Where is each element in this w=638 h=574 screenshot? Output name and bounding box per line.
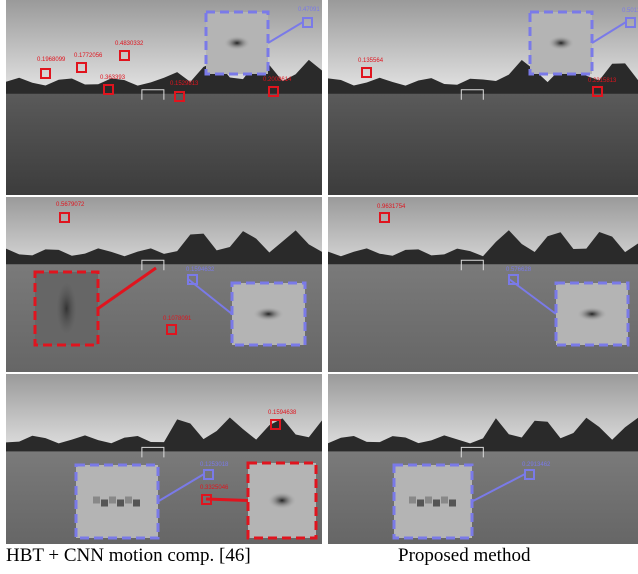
inset-content — [441, 497, 448, 504]
detection-score: 0.5011 — [622, 8, 638, 14]
detection-score: 0.2913462 — [522, 462, 551, 468]
inset-content — [409, 497, 416, 504]
detection-score: 0.135564 — [358, 58, 384, 64]
inset-content — [576, 307, 608, 322]
detection-score: 0.576628 — [506, 267, 532, 273]
inset-content — [101, 500, 108, 507]
inset-content — [93, 497, 100, 504]
figure: 0.1968099 0.1772056 0.4830332 0.363393 0.152… — [0, 0, 638, 574]
inset-content — [267, 492, 297, 510]
detection-score: 0.363393 — [100, 75, 126, 81]
detection-score: 0.9631754 — [377, 204, 406, 210]
inset-content — [417, 500, 424, 507]
detection-score: 0.5679072 — [56, 202, 85, 208]
connector — [206, 499, 248, 501]
caption: HBT + CNN motion comp. [46] — [6, 545, 251, 567]
inset-content — [223, 36, 250, 51]
detection-score: 0.3325046 — [200, 485, 229, 491]
detection-score: 0.2008614 — [263, 77, 292, 83]
inset-content — [547, 36, 574, 51]
inset-content — [57, 283, 77, 335]
field — [328, 94, 638, 195]
detection-score: 0.1594638 — [268, 410, 297, 416]
detection-score: 0.1529813 — [170, 81, 199, 87]
detection-score: 0.1772056 — [74, 53, 103, 59]
detection-score: 0.1968099 — [37, 57, 66, 63]
inset-content — [133, 500, 140, 507]
inset-content — [117, 500, 124, 507]
inset-content — [109, 497, 116, 504]
caption: Proposed method — [398, 545, 530, 567]
inset-content — [252, 307, 284, 322]
detection-score: 0.1253018 — [200, 462, 229, 468]
panel-grid: 0.1968099 0.1772056 0.4830332 0.363393 0.152… — [0, 0, 638, 545]
field — [6, 94, 322, 195]
inset-content — [433, 500, 440, 507]
detection-score: 0.1594632 — [186, 267, 215, 273]
field — [328, 451, 638, 544]
detection-score: 0.47091 — [298, 7, 320, 13]
inset-content — [125, 497, 132, 504]
inset-content — [449, 500, 456, 507]
detection-score: 0.4830332 — [115, 41, 144, 47]
inset-content — [425, 497, 432, 504]
photo — [6, 0, 322, 195]
photo — [328, 374, 638, 544]
detection-score: 0.1078091 — [163, 316, 192, 322]
detection-score: 0.2315813 — [588, 78, 617, 84]
